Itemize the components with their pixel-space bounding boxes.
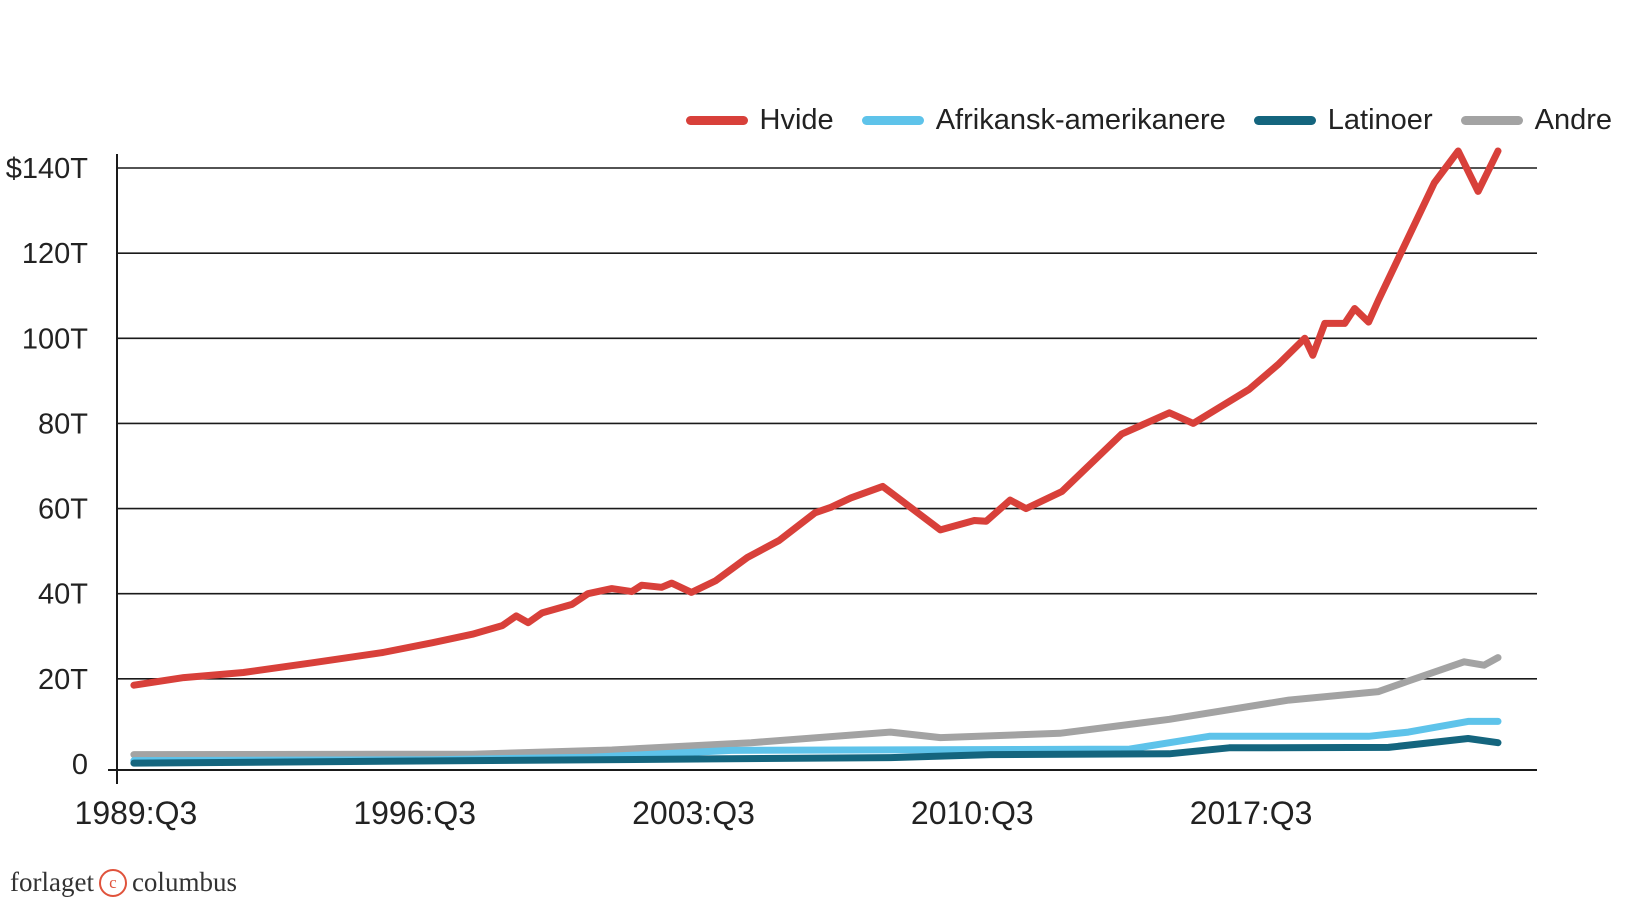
gridlines xyxy=(117,167,1537,680)
x-tick-label-2010-q3: 2010:Q3 xyxy=(911,795,1034,831)
series-lines xyxy=(130,147,1502,767)
y-tick-label-80: 80T xyxy=(38,408,88,440)
legend-item-hvide: Hvide xyxy=(685,104,834,137)
legend: Hvide Afrikansk-amerikanere Latinoer And… xyxy=(658,104,1612,137)
legend-swatch-afrikansk-amerikanere xyxy=(861,116,924,125)
publisher-name-right: columbus xyxy=(131,867,237,897)
y-tick-label-100: 100T xyxy=(22,323,88,355)
y-tick-label-60: 60T xyxy=(38,494,88,526)
copyright-icon: c xyxy=(98,868,127,897)
series-line-latinoer xyxy=(130,735,1502,767)
legend-item-latinoer: Latinoer xyxy=(1253,104,1433,137)
legend-swatch-latinoer xyxy=(1253,116,1316,125)
legend-swatch-hvide xyxy=(685,116,748,125)
y-tick-label-0: 0 xyxy=(72,749,88,781)
legend-label-latinoer: Latinoer xyxy=(1327,104,1433,136)
x-tick-label-2003-q3: 2003:Q3 xyxy=(632,795,755,831)
y-tick-label-120: 120T xyxy=(22,238,88,270)
legend-label-andre: Andre xyxy=(1534,104,1612,136)
legend-item-andre: Andre xyxy=(1460,104,1612,137)
y-tick-label-140: $140T xyxy=(6,153,89,185)
legend-label-afrikansk-amerikanere: Afrikansk-amerikanere xyxy=(935,104,1226,136)
publisher-logo: forlaget c columbus xyxy=(10,867,237,898)
legend-label-hvide: Hvide xyxy=(759,104,834,136)
x-tick-label-2017-q3: 2017:Q3 xyxy=(1190,795,1313,831)
series-line-hvide xyxy=(130,147,1502,689)
y-tick-label-40: 40T xyxy=(38,579,88,611)
axes xyxy=(108,154,1537,784)
publisher-name-left: forlaget xyxy=(10,867,94,897)
x-tick-label-1996-q3: 1996:Q3 xyxy=(353,795,476,831)
legend-item-afrikansk-amerikanere: Afrikansk-amerikanere xyxy=(861,104,1226,137)
legend-swatch-andre xyxy=(1460,116,1523,125)
y-tick-label-20: 20T xyxy=(38,664,88,696)
x-tick-labels: 1989:Q3 1996:Q3 2003:Q3 2010:Q3 2017:Q3 xyxy=(75,795,1313,831)
y-tick-labels: 0 20T 40T 60T 80T 100T 120T $140T xyxy=(6,153,89,781)
series-line-andre xyxy=(130,654,1502,759)
x-tick-label-1989-q3: 1989:Q3 xyxy=(75,795,198,831)
